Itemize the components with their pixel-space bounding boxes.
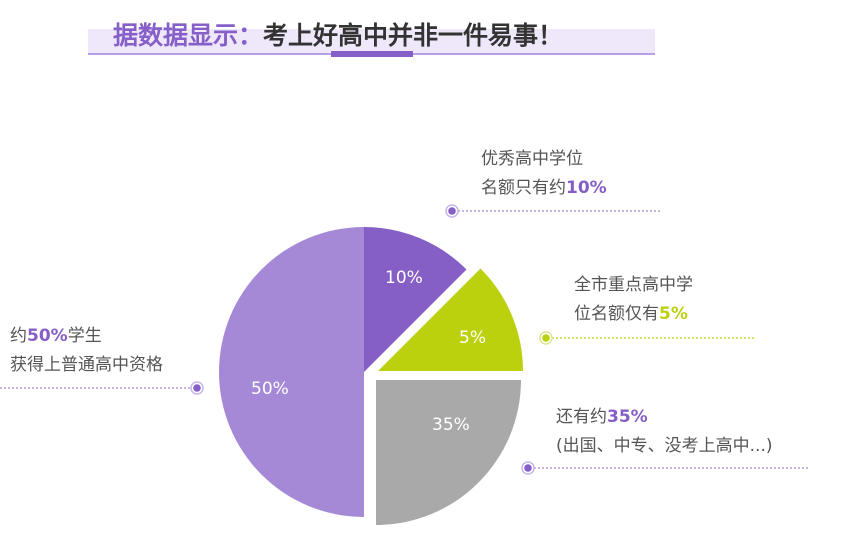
slice-label-50: 50% <box>251 379 289 399</box>
callout-connector-50 <box>0 381 204 395</box>
title-band <box>88 29 655 53</box>
slice-50 <box>219 227 364 517</box>
callout-top-10-line1: 优秀高中学位 <box>481 149 583 169</box>
callout-green-5-text: 位名额仅有 <box>574 304 659 324</box>
slice-label-10: 10% <box>385 268 423 288</box>
callout-top-10-line2: 名额只有约10% <box>481 174 607 203</box>
callout-left-50-prefix: 约 <box>10 326 27 346</box>
callout-green-5-line2: 位名额仅有5% <box>574 300 693 329</box>
callout-connector-10 <box>445 204 662 218</box>
callout-left-50-line1: 约50%学生 <box>10 322 163 351</box>
callout-left-50-suffix: 学生 <box>67 326 102 346</box>
callout-green-5-line1: 全市重点高中学 <box>574 275 693 295</box>
slice-label-35: 35% <box>432 415 470 435</box>
title-accent: 据数据显示： <box>113 21 264 50</box>
callout-gray-35-line1: 还有约35% <box>556 403 772 432</box>
callout-green-5: 全市重点高中学 位名额仅有5% <box>574 271 693 329</box>
callout-top-10: 优秀高中学位 名额只有约10% <box>481 145 607 203</box>
callout-left-50: 约50%学生 获得上普通高中资格 <box>10 322 163 380</box>
callout-gray-35-value: 35% <box>607 407 648 427</box>
page-title: 据数据显示：考上好高中并非一件易事！ <box>113 16 563 52</box>
slice-10 <box>364 227 467 372</box>
callout-gray-35: 还有约35% (出国、中专、没考上高中...) <box>556 403 772 461</box>
callout-connector-35 <box>521 461 810 475</box>
callout-gray-35-line2: (出国、中专、没考上高中...) <box>556 436 773 456</box>
callout-gray-35-text: 还有约 <box>556 407 607 427</box>
callout-left-50-line2: 获得上普通高中资格 <box>10 355 163 375</box>
callout-connector-5 <box>539 331 756 345</box>
callout-green-5-value: 5% <box>659 304 688 324</box>
callout-left-50-value: 50% <box>27 326 68 346</box>
slice-5 <box>378 268 523 371</box>
title-main: 考上好高中并非一件易事！ <box>263 21 564 50</box>
title-accent-bar <box>331 51 413 57</box>
slice-35 <box>376 380 521 525</box>
callout-top-10-value: 10% <box>566 178 607 198</box>
slice-label-5: 5% <box>459 328 486 348</box>
callout-top-10-text: 名额只有约 <box>481 178 566 198</box>
